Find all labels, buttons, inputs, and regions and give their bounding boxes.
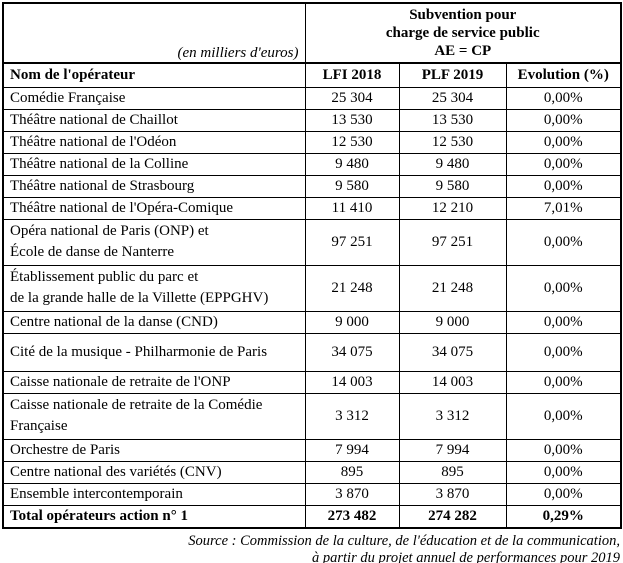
total-evolution-cell: 0,29% <box>505 504 622 528</box>
lfi-2018-cell: 9 580 <box>304 174 400 198</box>
lfi-2018-cell: 97 251 <box>304 218 400 266</box>
plf-2019-cell: 9 580 <box>398 174 507 198</box>
lfi-2018-cell: 3 312 <box>304 392 400 440</box>
evolution-cell: 0,00% <box>505 86 622 110</box>
column-header-row: Nom de l'opérateur LFI 2018 PLF 2019 Evo… <box>2 62 622 88</box>
evolution-cell: 0,00% <box>505 460 622 484</box>
lfi-2018-cell: 9 480 <box>304 152 400 176</box>
subvention-table: (en milliers d'euros) Subvention pour ch… <box>2 2 623 529</box>
operator-name-cell: Théâtre national de Strasbourg <box>2 174 306 198</box>
evolution-cell: 0,00% <box>505 152 622 176</box>
unit-label: (en milliers d'euros) <box>2 2 306 64</box>
table-title-line-1: Subvention pour <box>409 7 517 23</box>
lfi-2018-cell: 21 248 <box>304 264 400 312</box>
source-note: Source : Commission de la culture, de l'… <box>2 533 620 563</box>
table-row: Établissement public du parc et de la gr… <box>2 264 622 312</box>
operator-name-cell: Ensemble intercontemporain <box>2 482 306 506</box>
operator-name-cell: Théâtre national de l'Odéon <box>2 130 306 154</box>
lfi-2018-cell: 34 075 <box>304 332 400 372</box>
operator-name-cell: Théâtre national de l'Opéra-Comique <box>2 196 306 220</box>
table-row: Centre national des variétés (CNV) 895 8… <box>2 460 622 484</box>
plf-2019-cell: 25 304 <box>398 86 507 110</box>
plf-2019-cell: 14 003 <box>398 370 507 394</box>
source-line-1: Source : Commission de la culture, de l'… <box>188 532 620 549</box>
evolution-cell: 0,00% <box>505 264 622 312</box>
col-header-lfi-2018: LFI 2018 <box>304 62 400 88</box>
lfi-2018-cell: 7 994 <box>304 438 400 462</box>
col-header-plf-2019: PLF 2019 <box>398 62 507 88</box>
total-plf-2019-cell: 274 282 <box>398 504 507 528</box>
table-row: Opéra national de Paris (ONP) et École d… <box>2 218 622 266</box>
table-row: Caisse nationale de retraite de l'ONP 14… <box>2 370 622 394</box>
operator-name-cell: Théâtre national de Chaillot <box>2 108 306 132</box>
evolution-cell: 0,00% <box>505 218 622 266</box>
table-row: Comédie Française 25 304 25 304 0,00% <box>2 86 622 110</box>
evolution-cell: 7,01% <box>505 196 622 220</box>
source-line-2: à partir du projet annuel de performance… <box>312 550 620 563</box>
plf-2019-cell: 9 480 <box>398 152 507 176</box>
plf-2019-cell: 895 <box>398 460 507 484</box>
plf-2019-cell: 12 530 <box>398 130 507 154</box>
table-row: Orchestre de Paris 7 994 7 994 0,00% <box>2 438 622 462</box>
col-header-evolution: Evolution (%) <box>505 62 622 88</box>
operator-name-cell: Centre national de la danse (CND) <box>2 310 306 334</box>
plf-2019-cell: 21 248 <box>398 264 507 312</box>
operator-name-cell: Orchestre de Paris <box>2 438 306 462</box>
table-title-row: (en milliers d'euros) Subvention pour ch… <box>2 2 622 64</box>
operator-name-cell: Établissement public du parc et de la gr… <box>2 264 306 312</box>
table-row: Théâtre national de Strasbourg 9 580 9 5… <box>2 174 622 198</box>
operator-name-cell: Théâtre national de la Colline <box>2 152 306 176</box>
evolution-cell: 0,00% <box>505 482 622 506</box>
evolution-cell: 0,00% <box>505 332 622 372</box>
table-row: Ensemble intercontemporain 3 870 3 870 0… <box>2 482 622 506</box>
operator-name-cell: Caisse nationale de retraite de l'ONP <box>2 370 306 394</box>
lfi-2018-cell: 895 <box>304 460 400 484</box>
total-lfi-2018-cell: 273 482 <box>304 504 400 528</box>
operator-name-cell: Centre national des variétés (CNV) <box>2 460 306 484</box>
lfi-2018-cell: 12 530 <box>304 130 400 154</box>
operator-name-cell: Caisse nationale de retraite de la Coméd… <box>2 392 306 440</box>
operator-name-cell: Cité de la musique - Philharmonie de Par… <box>2 332 306 372</box>
operator-name-cell: Comédie Française <box>2 86 306 110</box>
table-title-line-3: AE = CP <box>434 43 492 59</box>
table-row: Théâtre national de l'Opéra-Comique 11 4… <box>2 196 622 220</box>
plf-2019-cell: 3 312 <box>398 392 507 440</box>
table-title: Subvention pour charge de service public… <box>304 2 622 64</box>
evolution-cell: 0,00% <box>505 438 622 462</box>
table-row: Centre national de la danse (CND) 9 000 … <box>2 310 622 334</box>
plf-2019-cell: 97 251 <box>398 218 507 266</box>
operator-name-cell: Opéra national de Paris (ONP) et École d… <box>2 218 306 266</box>
table-row: Cité de la musique - Philharmonie de Par… <box>2 332 622 372</box>
plf-2019-cell: 13 530 <box>398 108 507 132</box>
table-row: Caisse nationale de retraite de la Coméd… <box>2 392 622 440</box>
table-row: Théâtre national de Chaillot 13 530 13 5… <box>2 108 622 132</box>
plf-2019-cell: 3 870 <box>398 482 507 506</box>
lfi-2018-cell: 3 870 <box>304 482 400 506</box>
evolution-cell: 0,00% <box>505 370 622 394</box>
evolution-cell: 0,00% <box>505 130 622 154</box>
lfi-2018-cell: 25 304 <box>304 86 400 110</box>
plf-2019-cell: 9 000 <box>398 310 507 334</box>
table-row: Théâtre national de l'Odéon 12 530 12 53… <box>2 130 622 154</box>
lfi-2018-cell: 9 000 <box>304 310 400 334</box>
lfi-2018-cell: 11 410 <box>304 196 400 220</box>
col-header-operateur: Nom de l'opérateur <box>2 62 306 88</box>
lfi-2018-cell: 13 530 <box>304 108 400 132</box>
plf-2019-cell: 12 210 <box>398 196 507 220</box>
evolution-cell: 0,00% <box>505 392 622 440</box>
plf-2019-cell: 7 994 <box>398 438 507 462</box>
table-title-line-2: charge de service public <box>385 25 540 41</box>
evolution-cell: 0,00% <box>505 108 622 132</box>
total-row: Total opérateurs action n° 1 273 482 274… <box>2 504 622 528</box>
evolution-cell: 0,00% <box>505 310 622 334</box>
total-label-cell: Total opérateurs action n° 1 <box>2 504 306 528</box>
plf-2019-cell: 34 075 <box>398 332 507 372</box>
table-row: Théâtre national de la Colline 9 480 9 4… <box>2 152 622 176</box>
lfi-2018-cell: 14 003 <box>304 370 400 394</box>
evolution-cell: 0,00% <box>505 174 622 198</box>
